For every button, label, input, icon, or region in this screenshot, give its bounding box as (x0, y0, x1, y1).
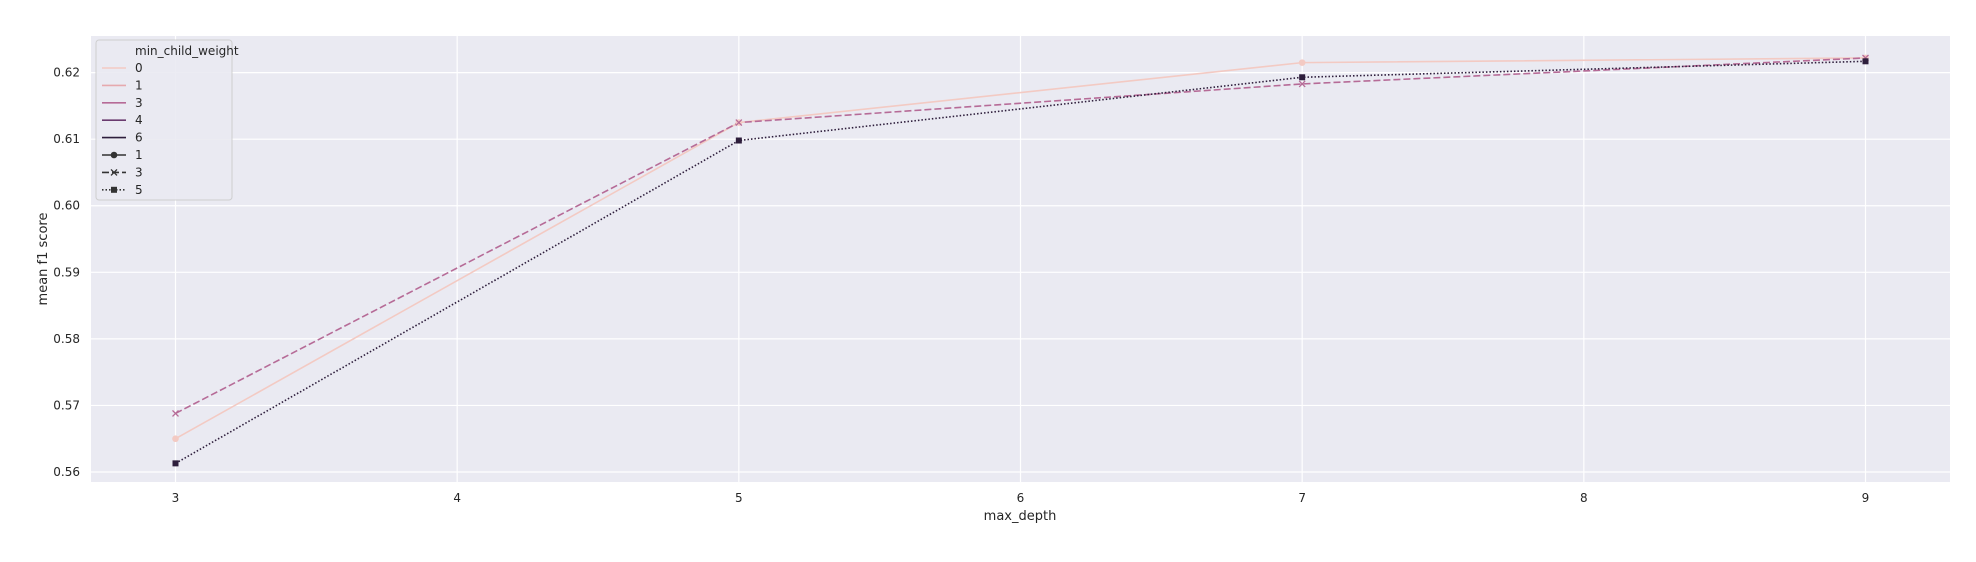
series-lines (175, 57, 1866, 465)
y-axis-label: mean f1 score (36, 213, 51, 306)
y-tick-label: 0.59 (53, 265, 80, 279)
data-point (1298, 59, 1306, 66)
x-axis-label: max_depth (984, 509, 1057, 524)
x-tick-label: 3 (172, 491, 180, 505)
x-tick-label: 7 (1298, 491, 1306, 505)
y-tick-label: 0.56 (53, 465, 80, 479)
series-line (175, 57, 1866, 440)
data-point (110, 151, 118, 159)
series-markers (172, 54, 1869, 467)
data-point (172, 460, 179, 467)
x-tick-label: 8 (1580, 491, 1588, 505)
x-tick-label: 5 (735, 491, 743, 505)
axis-ticks: 3 4 5 6 7 8 9 0.56 0.57 0.58 0.59 0.60 0.61 0.62 (53, 66, 1869, 505)
legend-title: min_child_weight (135, 44, 239, 58)
data-point (111, 186, 117, 193)
series-line (175, 57, 1866, 415)
legend-items: 0 1 3 4 6 1 3 5 (102, 61, 143, 197)
data-point (735, 137, 742, 144)
data-point (1299, 74, 1306, 81)
data-point (1298, 80, 1306, 88)
legend-label: 1 (135, 78, 143, 92)
grid (91, 36, 1950, 482)
legend-label: 3 (135, 165, 143, 179)
y-tick-label: 0.61 (53, 132, 80, 146)
x-tick-label: 6 (1017, 491, 1025, 505)
data-point (172, 409, 179, 417)
data-point (110, 168, 118, 176)
data-point (735, 119, 743, 126)
legend-label: 3 (135, 96, 143, 110)
legend-label: 6 (135, 131, 143, 145)
legend-box (95, 39, 233, 201)
y-tick-label: 0.57 (53, 398, 80, 412)
legend-label: 5 (135, 183, 143, 197)
x-tick-label: 4 (453, 491, 461, 505)
legend-label: 0 (135, 61, 143, 75)
data-point (1862, 58, 1869, 65)
data-point (172, 435, 179, 443)
legend-label: 1 (135, 148, 143, 162)
y-tick-label: 0.62 (53, 66, 80, 80)
x-tick-label: 9 (1862, 491, 1870, 505)
legend: min_child_weight 0 1 3 4 6 1 3 5 (95, 39, 239, 201)
legend-label: 4 (135, 113, 143, 127)
y-tick-label: 0.58 (53, 332, 80, 346)
y-tick-label: 0.60 (53, 199, 80, 213)
